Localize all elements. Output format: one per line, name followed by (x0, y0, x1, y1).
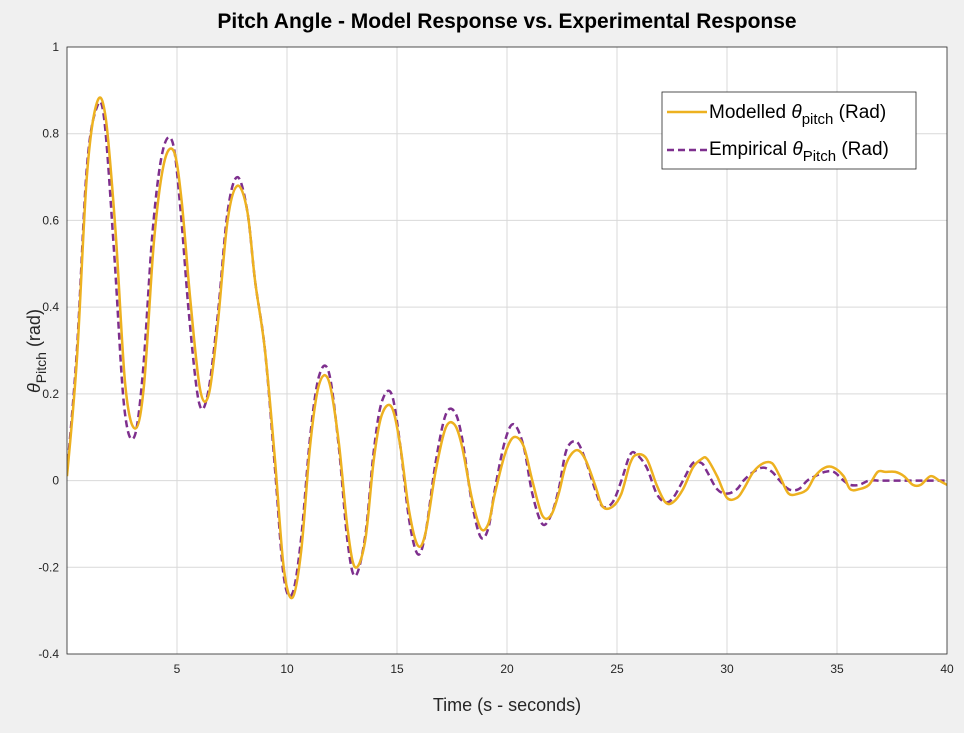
y-axis-label-symbol: θ (24, 383, 44, 393)
legend-box (661, 91, 917, 170)
x-tick-label: 25 (610, 662, 624, 676)
x-tick-label: 35 (830, 662, 844, 676)
legend-label-empirical: Empirical θPitch (Rad) (709, 139, 889, 165)
x-tick-label: 15 (390, 662, 404, 676)
y-tick-label: 0.2 (42, 387, 59, 401)
y-axis-label-subscript: Pitch (33, 352, 49, 383)
x-tick-label: 20 (500, 662, 514, 676)
y-tick-label: 0.4 (42, 300, 59, 314)
y-tick-label: 0.6 (42, 213, 59, 227)
chart-title: Pitch Angle - Model Response vs. Experim… (217, 10, 796, 33)
x-tick-label: 30 (720, 662, 734, 676)
series-lines (67, 96, 947, 600)
legend: Modelled θpitch (Rad) Empirical θPitch (… (661, 91, 917, 170)
legend-label-modelled: Modelled θpitch (Rad) (709, 102, 886, 128)
y-tick-labels: -0.4 -0.2 0 0.2 0.4 0.6 0.8 1 (38, 40, 59, 661)
grid-lines (67, 47, 947, 654)
y-tick-label: -0.4 (38, 647, 59, 661)
y-tick-label: 0.8 (42, 127, 59, 141)
modelled-series-line (67, 96, 947, 600)
x-tick-label: 5 (174, 662, 181, 676)
y-axis-label-unit: (rad) (24, 309, 44, 352)
y-axis-label: θPitch (rad) (24, 309, 49, 393)
y-tick-label: 0 (52, 474, 59, 488)
x-tick-label: 40 (940, 662, 954, 676)
x-axis-label: Time (s - seconds) (433, 695, 581, 715)
plot-frame (66, 46, 948, 655)
x-tick-labels: 5 10 15 20 25 30 35 40 (174, 662, 954, 676)
y-tick-label: -0.2 (38, 560, 59, 574)
y-tick-label: 1 (52, 40, 59, 54)
x-tick-label: 10 (280, 662, 294, 676)
